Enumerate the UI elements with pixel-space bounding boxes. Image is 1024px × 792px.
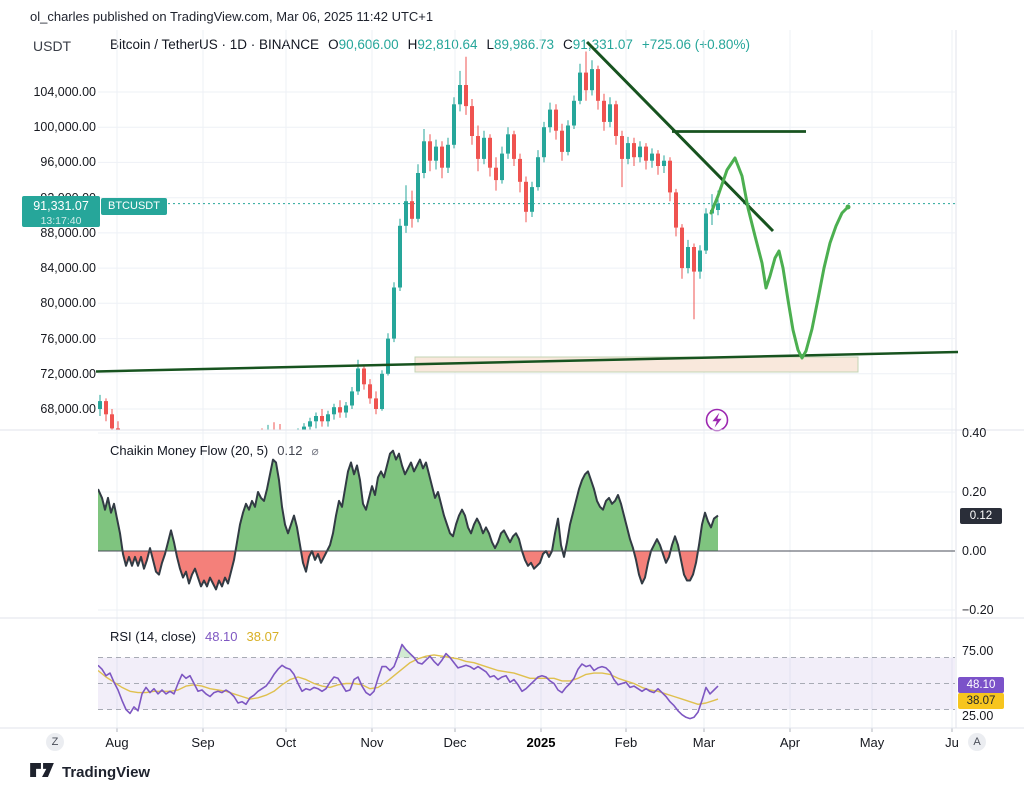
ohlc-close: C91,331.07 [563, 37, 633, 52]
cmf-axis-label: −0.20 [962, 603, 994, 617]
cmf-value: 0.12 [277, 443, 303, 458]
rsi-ma-value: 38.07 [246, 629, 280, 644]
last-price-value: 91,331.07 [33, 199, 89, 213]
rsi-axis-top-label: 75.00 [962, 644, 994, 658]
time-axis-label[interactable]: May [859, 735, 885, 750]
cmf-axis-label: 0.20 [962, 485, 987, 499]
rsi-title-row: RSI (14, close) 48.10 38.07 [110, 629, 279, 644]
countdown-timer: 13:17:40 [40, 214, 82, 227]
time-axis-label[interactable]: Ju [945, 735, 959, 750]
tradingview-brand-text: TradingView [62, 764, 151, 781]
price-axis-label: 88,000.00 [40, 225, 96, 240]
price-axis-label: 96,000.00 [40, 155, 96, 170]
cmf-source-icon: ⌀ [311, 444, 319, 458]
published-line: ol_charles published on TradingView.com,… [30, 9, 434, 24]
cmf-title: Chaikin Money Flow (20, 5) [110, 443, 269, 458]
last-price-badge: 91,331.07 13:17:40 [22, 196, 100, 227]
price-axis-label: 68,000.00 [40, 402, 96, 416]
time-marker-z: Z [46, 733, 64, 751]
price-axis-label: 84,000.00 [40, 261, 96, 276]
price-axis-label: 100,000.00 [33, 120, 96, 135]
symbol-header: Bitcoin / TetherUS · 1D · BINANCE O90,60… [110, 37, 750, 52]
rsi-axis-bottom-label: 25.00 [962, 709, 994, 723]
price-axis-label: 80,000.00 [40, 296, 96, 311]
time-axis-label[interactable]: Mar [692, 735, 716, 750]
symbol-title: Bitcoin / TetherUS · 1D · BINANCE [110, 37, 320, 52]
cmf-axis-label: 0.00 [962, 544, 987, 558]
time-axis-label[interactable]: Aug [105, 735, 129, 750]
rsi-title: RSI (14, close) [110, 629, 196, 644]
rsi-main-value: 48.10 [204, 629, 238, 644]
time-axis-label[interactable]: Apr [779, 735, 801, 750]
time-axis-label[interactable]: Feb [614, 735, 638, 750]
cmf-axis-label: 0.40 [962, 426, 987, 440]
time-axis-label[interactable]: Oct [275, 735, 297, 750]
tradingview-logo-icon [30, 763, 54, 782]
change-text: +725.06 (+0.80%) [641, 37, 750, 52]
time-axis-label[interactable]: Sep [191, 735, 215, 750]
rsi-ma-badge: 38.07 [958, 693, 1004, 709]
price-axis-label: 76,000.00 [40, 331, 96, 346]
time-marker-a: A [968, 733, 986, 751]
price-axis-label: 72,000.00 [40, 366, 96, 381]
time-axis-label[interactable]: Nov [360, 735, 384, 750]
cmf-title-row: Chaikin Money Flow (20, 5) 0.12 ⌀ [110, 443, 319, 458]
tradingview-footer[interactable]: TradingView [30, 763, 150, 782]
time-axis-label[interactable]: Dec [443, 735, 467, 750]
quote-currency-watermark: USDT [25, 36, 80, 56]
cmf-value-badge: 0.12 [960, 508, 1002, 524]
time-axis-label[interactable]: 2025 [526, 735, 556, 750]
ohlc-high: H92,810.64 [407, 37, 478, 52]
price-axis-label: 104,000.00 [33, 85, 96, 99]
ohlc-low: L89,986.73 [486, 37, 555, 52]
ohlc-open: O90,606.00 [328, 37, 399, 52]
symbol-badge: BTCUSDT [101, 198, 167, 215]
rsi-main-badge: 48.10 [958, 677, 1004, 693]
